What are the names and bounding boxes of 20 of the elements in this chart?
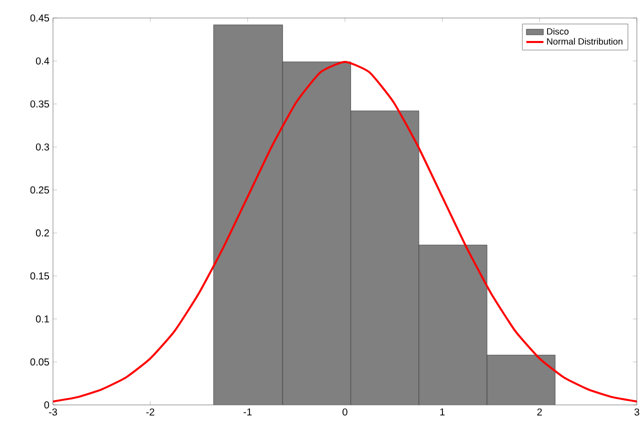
x-tick-label: 0 [342,408,348,416]
line-series [52,60,637,403]
y-tick-label: 0.3 [36,143,50,151]
y-tick-label: 0.25 [30,186,50,194]
y-tick-label: 0.1 [36,315,49,323]
y-tick-label: 0.15 [30,272,50,280]
legend-label: Normal Distribution [547,38,622,45]
x-tick-label: -1 [244,408,252,416]
y-tick-label: 0.05 [30,358,50,366]
y-tick-label: 0.4 [36,57,50,65]
x-tick-label: -2 [146,408,154,416]
y-tick-label: 0.2 [36,229,49,237]
x-tick-label: 3 [634,408,640,416]
y-tick-label: 0.35 [30,100,50,108]
y-tick-label: 0 [44,401,50,408]
x-tick-label: -3 [48,408,57,416]
x-tick-label: 1 [440,408,445,416]
legend-label: Disco [547,28,569,35]
x-tick-label: 2 [537,408,542,416]
y-tick-label: 0.45 [30,14,50,22]
